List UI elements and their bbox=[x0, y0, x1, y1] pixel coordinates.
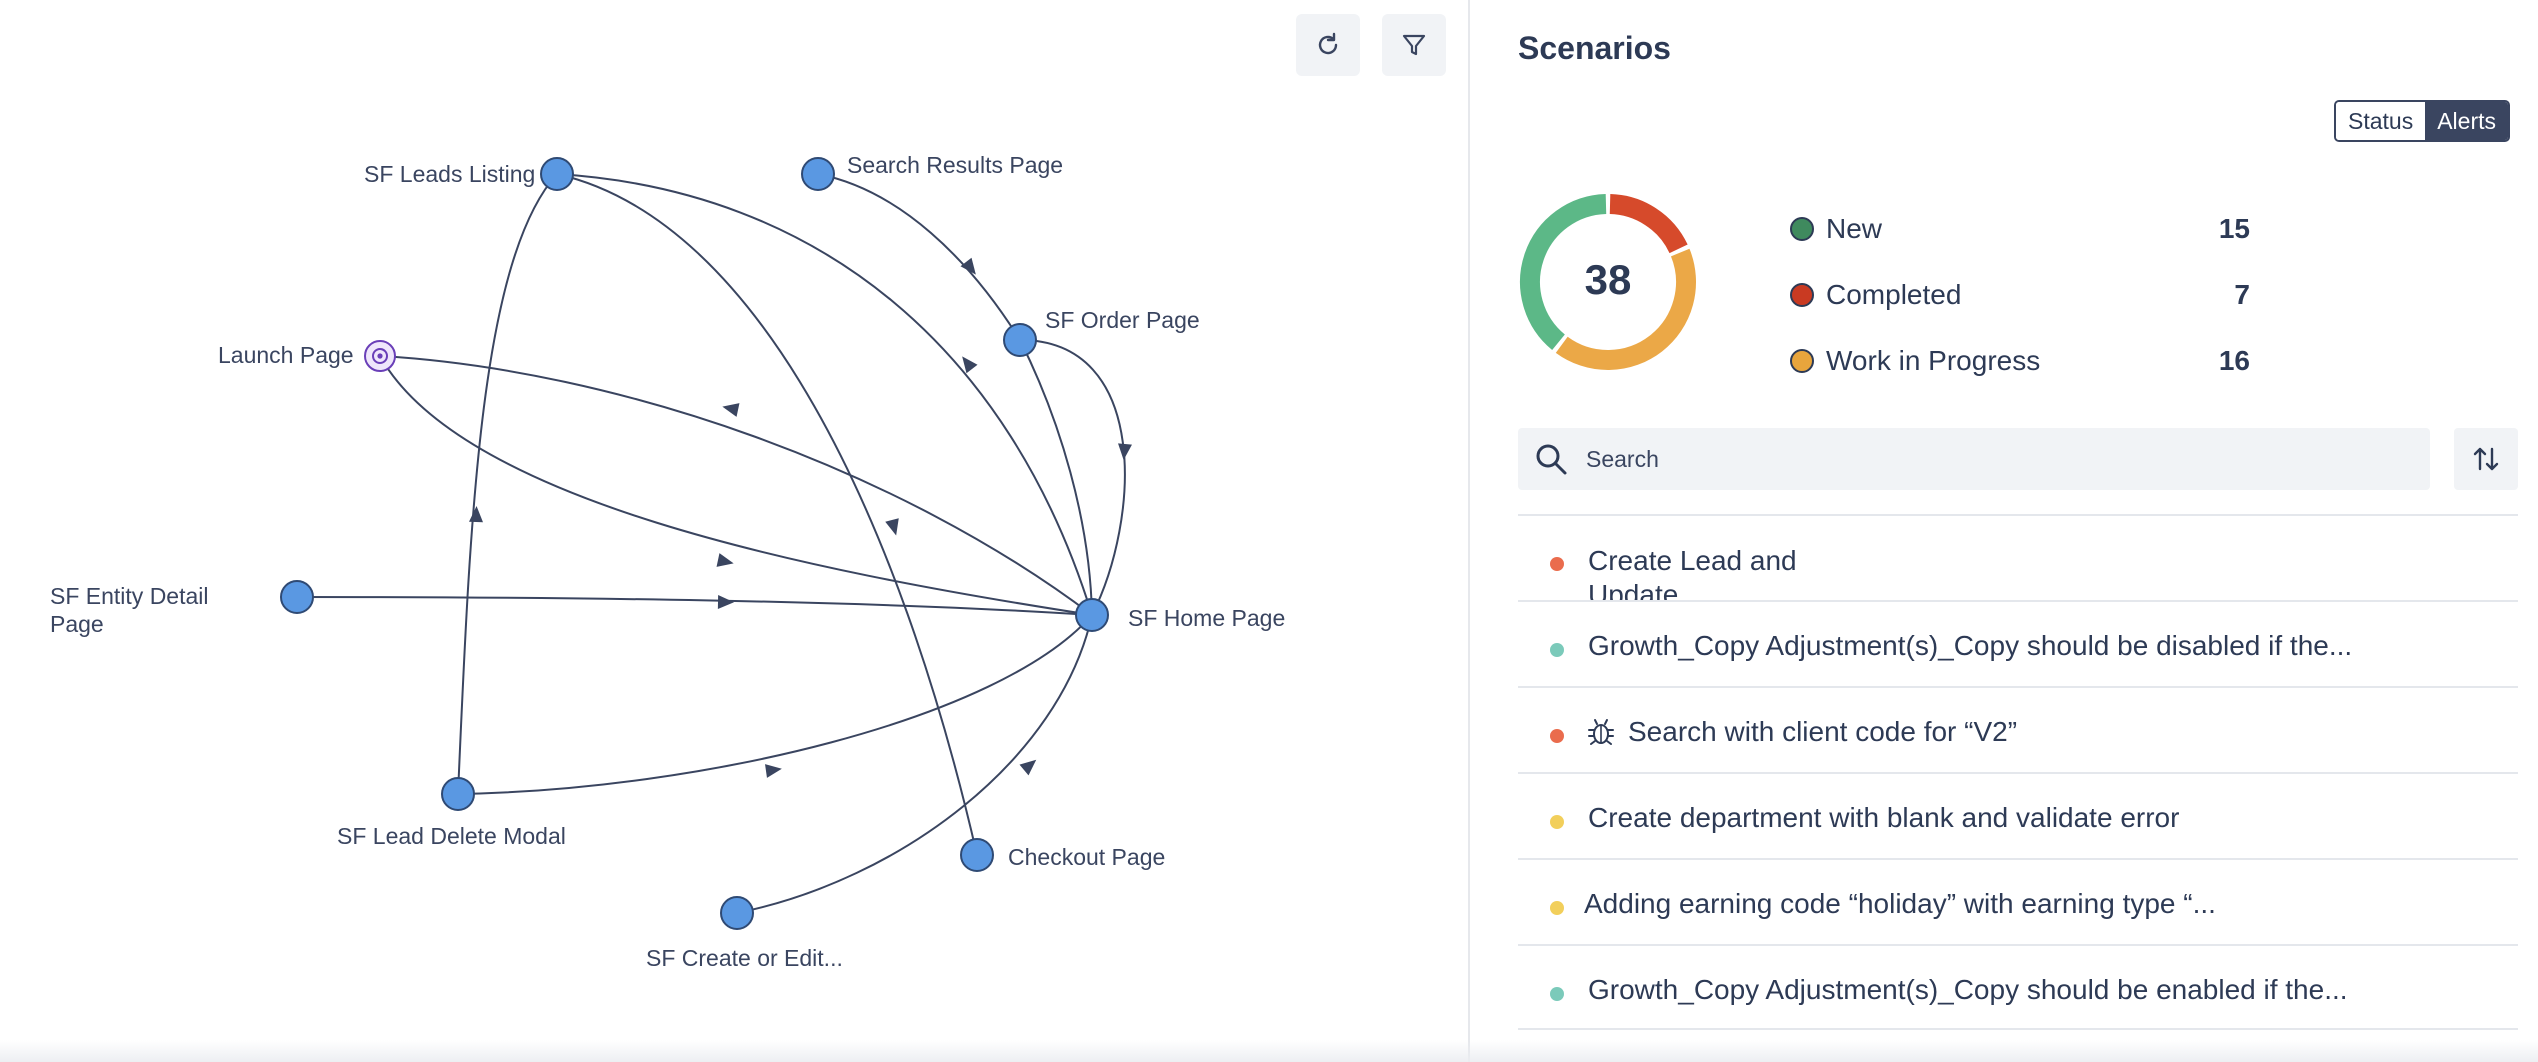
node-checkout-page[interactable] bbox=[960, 838, 994, 872]
refresh-icon bbox=[1318, 32, 1338, 55]
edge-delete-home bbox=[457, 614, 1093, 795]
scenario-title: Create department with blank and validat… bbox=[1588, 802, 2180, 833]
target-icon bbox=[372, 348, 388, 364]
legend-dot bbox=[1790, 349, 1814, 373]
edge-order-loop bbox=[1019, 339, 1126, 616]
node-label-checkout-page: Checkout Page bbox=[1008, 844, 1165, 870]
list-item[interactable]: Growth_Copy Adjustment(s)_Copy should be… bbox=[1518, 944, 2518, 1030]
arrow-icon bbox=[722, 403, 740, 417]
list-item[interactable]: Search with client code for “V2” bbox=[1518, 686, 2518, 772]
edge-entity-home bbox=[296, 596, 1093, 616]
scenario-title: Create Lead and Update bbox=[1588, 545, 1797, 600]
flow-graph: SF Leads Listing Search Results Page SF … bbox=[50, 152, 1285, 971]
donut-segment-completed bbox=[1609, 194, 1688, 254]
refresh-button[interactable] bbox=[1296, 14, 1360, 76]
status-dot bbox=[1550, 729, 1564, 743]
legend-count: 15 bbox=[2218, 213, 2250, 244]
legend-label: Work in Progress bbox=[1826, 345, 2041, 376]
list-item[interactable]: Create department with blank and validat… bbox=[1518, 772, 2518, 858]
legend-count: 16 bbox=[2218, 345, 2250, 376]
scenario-title: Search with client code for “V2” bbox=[1628, 716, 2018, 747]
sort-icon bbox=[2473, 447, 2499, 471]
pane-divider bbox=[1468, 0, 1470, 1062]
status-legend: New 15 Completed 7 Work in Progress 16 bbox=[1790, 196, 2250, 394]
sort-button[interactable] bbox=[2454, 428, 2518, 490]
arrow-icon bbox=[469, 506, 483, 523]
edge-leads-checkout bbox=[556, 173, 978, 856]
edge-launch-home bbox=[379, 355, 1093, 616]
node-sf-lead-delete-modal[interactable] bbox=[441, 777, 475, 811]
search-icon bbox=[1536, 444, 1567, 475]
filter-button[interactable] bbox=[1382, 14, 1446, 76]
node-label-launch-page: Launch Page bbox=[218, 342, 354, 368]
node-label-sf-entity-detail-page: SF Entity Detail bbox=[50, 583, 209, 609]
node-label-sf-home-page: SF Home Page bbox=[1128, 605, 1285, 631]
edge-home-launch bbox=[379, 355, 1093, 616]
node-sf-order-page[interactable] bbox=[1003, 323, 1037, 357]
node-launch-page[interactable] bbox=[364, 340, 396, 372]
node-label-sf-entity-detail-page-line2: Page bbox=[50, 611, 104, 637]
toggle-status[interactable]: Status bbox=[2336, 102, 2426, 140]
legend-dot bbox=[1790, 283, 1814, 307]
edge-search-order bbox=[817, 173, 1021, 341]
status-alerts-toggle[interactable]: Status Alerts bbox=[2334, 100, 2511, 142]
node-sf-home-page[interactable] bbox=[1075, 598, 1109, 632]
status-dot bbox=[1550, 815, 1564, 829]
node-sf-create-or-edit[interactable] bbox=[720, 896, 754, 930]
status-dot bbox=[1550, 557, 1564, 571]
node-sf-leads-listing[interactable] bbox=[540, 157, 574, 191]
arrow-icon bbox=[717, 595, 734, 609]
arrow-icon bbox=[1118, 443, 1132, 460]
bug-icon bbox=[1588, 719, 1614, 745]
arrow-icon bbox=[960, 257, 976, 275]
edge-leads-home-a bbox=[556, 173, 1093, 616]
search-box bbox=[1518, 428, 2430, 490]
edge-order-home bbox=[1019, 339, 1093, 616]
donut-segment-work-in-progress bbox=[1555, 248, 1696, 370]
list-item[interactable]: Adding earning code “holiday” with earni… bbox=[1518, 858, 2518, 944]
arrow-icon bbox=[765, 764, 782, 778]
scenarios-panel: Scenarios Status Alerts 38 New 15 Comple… bbox=[1470, 0, 2538, 1062]
edge-delete-leads bbox=[457, 173, 558, 795]
node-label-search-results-page: Search Results Page bbox=[847, 152, 1063, 178]
legend-row-work-in-progress: Work in Progress 16 bbox=[1790, 328, 2250, 394]
scenario-title: Adding earning code “holiday” with earni… bbox=[1584, 888, 2216, 919]
status-dot bbox=[1550, 987, 1564, 1001]
scenario-donut-chart: 38 bbox=[1520, 194, 1696, 370]
filter-icon bbox=[1402, 34, 1426, 56]
node-sf-entity-detail-page[interactable] bbox=[280, 580, 314, 614]
donut-segment-new bbox=[1520, 194, 1607, 350]
arrow-icon bbox=[885, 518, 899, 536]
arrow-icon bbox=[1019, 759, 1037, 776]
arrow-icon bbox=[962, 356, 978, 374]
list-item[interactable]: Create Lead and Update bbox=[1518, 514, 2518, 600]
scenario-title: Growth_Copy Adjustment(s)_Copy should be… bbox=[1588, 630, 2353, 661]
legend-count: 7 bbox=[2234, 279, 2250, 310]
node-search-results-page[interactable] bbox=[801, 157, 835, 191]
panel-title: Scenarios bbox=[1518, 30, 1671, 66]
search-input[interactable] bbox=[1584, 444, 2408, 474]
scenario-title: Growth_Copy Adjustment(s)_Copy should be… bbox=[1588, 974, 2348, 1005]
legend-dot bbox=[1790, 217, 1814, 241]
status-dot bbox=[1550, 643, 1564, 657]
list-item[interactable]: Growth_Copy Adjustment(s)_Copy should be… bbox=[1518, 600, 2518, 686]
node-label-sf-leads-listing: SF Leads Listing bbox=[364, 161, 535, 187]
node-label-sf-order-page: SF Order Page bbox=[1045, 307, 1200, 333]
edge-create-home bbox=[736, 614, 1093, 914]
arrow-icon bbox=[716, 553, 734, 567]
node-label-sf-lead-delete-modal: SF Lead Delete Modal bbox=[337, 823, 566, 849]
bottom-shadow bbox=[0, 1040, 2538, 1062]
toggle-alerts[interactable]: Alerts bbox=[2425, 102, 2509, 140]
legend-label: New bbox=[1826, 213, 1883, 244]
legend-row-completed: Completed 7 bbox=[1790, 262, 2250, 328]
donut-total: 38 bbox=[1585, 256, 1632, 303]
flow-graph-pane: SF Leads Listing Search Results Page SF … bbox=[50, 14, 1446, 971]
status-dot bbox=[1550, 901, 1564, 915]
node-label-sf-create-or-edit: SF Create or Edit... bbox=[646, 945, 843, 971]
scenario-list: Create Lead and Update Growth_Copy Adjus… bbox=[1518, 514, 2518, 1030]
legend-label: Completed bbox=[1826, 279, 1962, 310]
legend-row-new: New 15 bbox=[1790, 196, 2250, 262]
